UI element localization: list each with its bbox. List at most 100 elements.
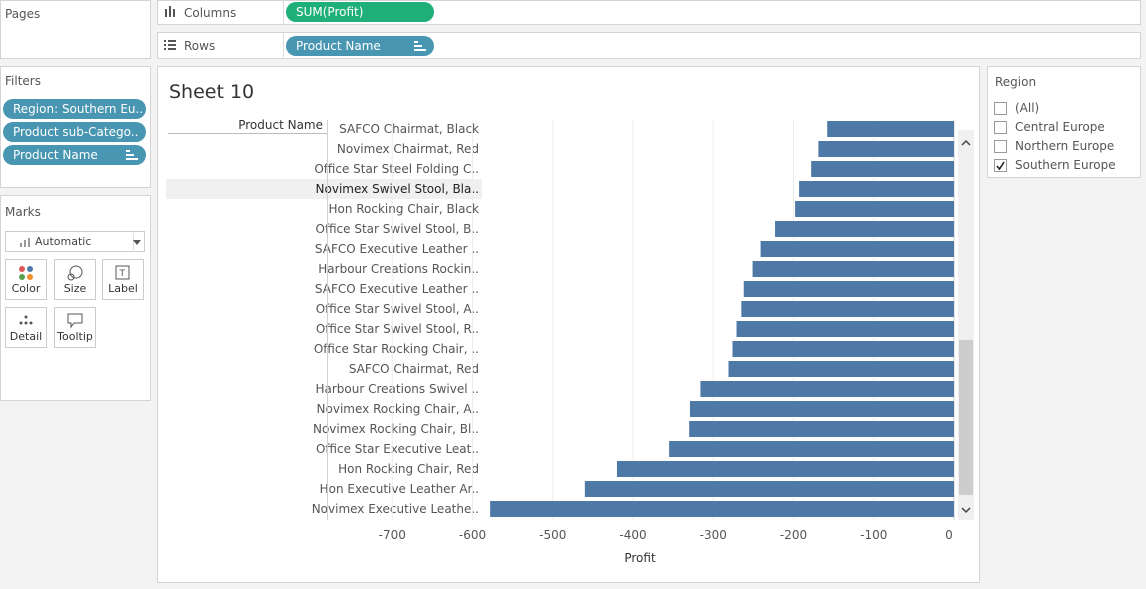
bar[interactable]: [689, 401, 954, 417]
option-northern-europe-label: Northern Europe: [1015, 139, 1115, 153]
bar-chart-icon: [20, 238, 30, 247]
bar[interactable]: [795, 201, 954, 217]
x-tick-label: -700: [379, 528, 406, 542]
color-card[interactable]: Color: [5, 259, 47, 300]
row-label[interactable]: Harbour Creations Swivel ..: [315, 382, 480, 396]
bar[interactable]: [827, 121, 954, 137]
bar[interactable]: [811, 161, 954, 177]
option-central-europe-label: Central Europe: [1015, 120, 1105, 134]
row-label[interactable]: SAFCO Executive Leather ..: [314, 242, 479, 256]
filter-pill-region[interactable]: Region: Southern Eu..: [3, 99, 146, 119]
row-label[interactable]: Harbour Creations Rockin..: [318, 262, 479, 276]
option-southern-europe-label: Southern Europe: [1015, 158, 1116, 172]
sort-descending-icon: [414, 40, 426, 52]
sheet-title: Sheet 10: [169, 81, 255, 103]
scroll-up-icon[interactable]: [958, 135, 974, 151]
bar[interactable]: [818, 141, 954, 157]
label-card[interactable]: T Label: [102, 259, 144, 300]
columns-label: Columns: [184, 5, 237, 20]
bar[interactable]: [728, 361, 954, 377]
svg-text:T: T: [119, 269, 126, 279]
row-label[interactable]: SAFCO Chairmat, Red: [348, 362, 479, 376]
bar[interactable]: [799, 181, 954, 197]
vertical-scrollbar[interactable]: [958, 130, 974, 520]
rows-icon: [164, 39, 176, 53]
bar[interactable]: [732, 341, 954, 357]
row-label[interactable]: Office Star Swivel Stool, A..: [315, 302, 479, 316]
row-label[interactable]: Hon Executive Leather Ar..: [319, 482, 479, 496]
mark-type-dropdown[interactable]: Automatic: [5, 231, 145, 252]
row-label[interactable]: SAFCO Chairmat, Black: [339, 122, 479, 136]
region-filter-card: Region (All) Central Europe Northern Eur…: [987, 66, 1141, 178]
bar[interactable]: [689, 421, 954, 437]
checkbox-southern-europe[interactable]: [994, 159, 1007, 172]
marks-panel: Marks Automatic Color Size T Label Detai…: [0, 195, 151, 401]
rows-shelf-label-wrap: Rows: [164, 33, 215, 58]
row-label[interactable]: Hon Rocking Chair, Red: [338, 462, 479, 476]
bar[interactable]: [741, 301, 954, 317]
label-icon: T: [115, 265, 130, 280]
x-tick-label: -400: [619, 528, 646, 542]
row-label[interactable]: Novimex Rocking Chair, A..: [316, 402, 479, 416]
row-label[interactable]: Novimex Executive Leathe..: [311, 502, 479, 516]
pages-title: Pages: [5, 7, 41, 21]
x-axis-title: Profit: [624, 551, 656, 565]
checkbox-all[interactable]: [994, 102, 1007, 115]
rows-pill-label: Product Name: [296, 39, 381, 53]
row-label[interactable]: Office Star Executive Leat..: [315, 442, 479, 456]
detail-card[interactable]: Detail: [5, 307, 47, 348]
color-card-label: Color: [11, 282, 41, 295]
bar[interactable]: [490, 501, 954, 517]
row-label[interactable]: Office Star Rocking Chair, ..: [313, 342, 479, 356]
row-label[interactable]: SAFCO Executive Leather ..: [314, 282, 479, 296]
row-label[interactable]: Office Star Swivel Stool, B..: [315, 222, 480, 236]
x-tick-label: -500: [539, 528, 566, 542]
bar[interactable]: [736, 321, 954, 337]
size-card[interactable]: Size: [54, 259, 96, 300]
row-header: Product Name: [238, 118, 323, 132]
row-label[interactable]: Novimex Swivel Stool, Bla..: [166, 179, 482, 199]
row-label[interactable]: Hon Rocking Chair, Black: [328, 202, 479, 216]
dropdown-arrow-icon: [133, 240, 141, 245]
filter-pill-product-name[interactable]: Product Name: [3, 145, 146, 165]
scroll-down-icon[interactable]: [958, 502, 974, 518]
checkbox-northern-europe[interactable]: [994, 140, 1007, 153]
checkmark-icon: [996, 161, 1005, 171]
size-icon: [67, 265, 83, 281]
x-tick-label: -200: [780, 528, 807, 542]
columns-shelf[interactable]: Columns SUM(Profit): [157, 0, 1141, 25]
x-tick-label: -600: [459, 528, 486, 542]
tooltip-card[interactable]: Tooltip: [54, 307, 96, 348]
color-icon: [19, 266, 33, 280]
bar[interactable]: [584, 481, 954, 497]
detail-card-label: Detail: [9, 330, 43, 343]
bar[interactable]: [760, 241, 954, 257]
mark-type-value: Automatic: [35, 235, 92, 248]
bar[interactable]: [752, 261, 954, 277]
row-label[interactable]: Office Star Swivel Stool, R..: [315, 322, 479, 336]
tooltip-card-label: Tooltip: [57, 330, 93, 343]
x-tick-label: -100: [860, 528, 887, 542]
rows-pill-product-name[interactable]: Product Name: [286, 36, 434, 56]
filter-pill-product-sub-category[interactable]: Product sub-Catego..: [3, 122, 146, 142]
bar[interactable]: [616, 461, 954, 477]
bar[interactable]: [743, 281, 954, 297]
option-all-label: (All): [1015, 101, 1040, 115]
row-label[interactable]: Novimex Rocking Chair, Bl..: [312, 422, 479, 436]
row-label[interactable]: Office Star Steel Folding C..: [314, 162, 479, 176]
bar[interactable]: [669, 441, 954, 457]
x-tick-label: 0: [945, 528, 953, 542]
x-tick-label: -300: [700, 528, 727, 542]
scrollbar-thumb[interactable]: [959, 340, 973, 495]
row-label[interactable]: Novimex Chairmat, Red: [336, 142, 479, 156]
filters-title: Filters: [5, 74, 41, 88]
bar[interactable]: [775, 221, 954, 237]
checkbox-central-europe[interactable]: [994, 121, 1007, 134]
columns-shelf-label-wrap: Columns: [164, 1, 236, 24]
rows-label: Rows: [184, 38, 216, 53]
region-filter-title: Region: [995, 75, 1037, 89]
tooltip-icon: [67, 313, 83, 329]
rows-shelf[interactable]: Rows Product Name: [157, 32, 1141, 59]
bar[interactable]: [700, 381, 954, 397]
columns-pill-sum-profit[interactable]: SUM(Profit): [286, 2, 434, 22]
